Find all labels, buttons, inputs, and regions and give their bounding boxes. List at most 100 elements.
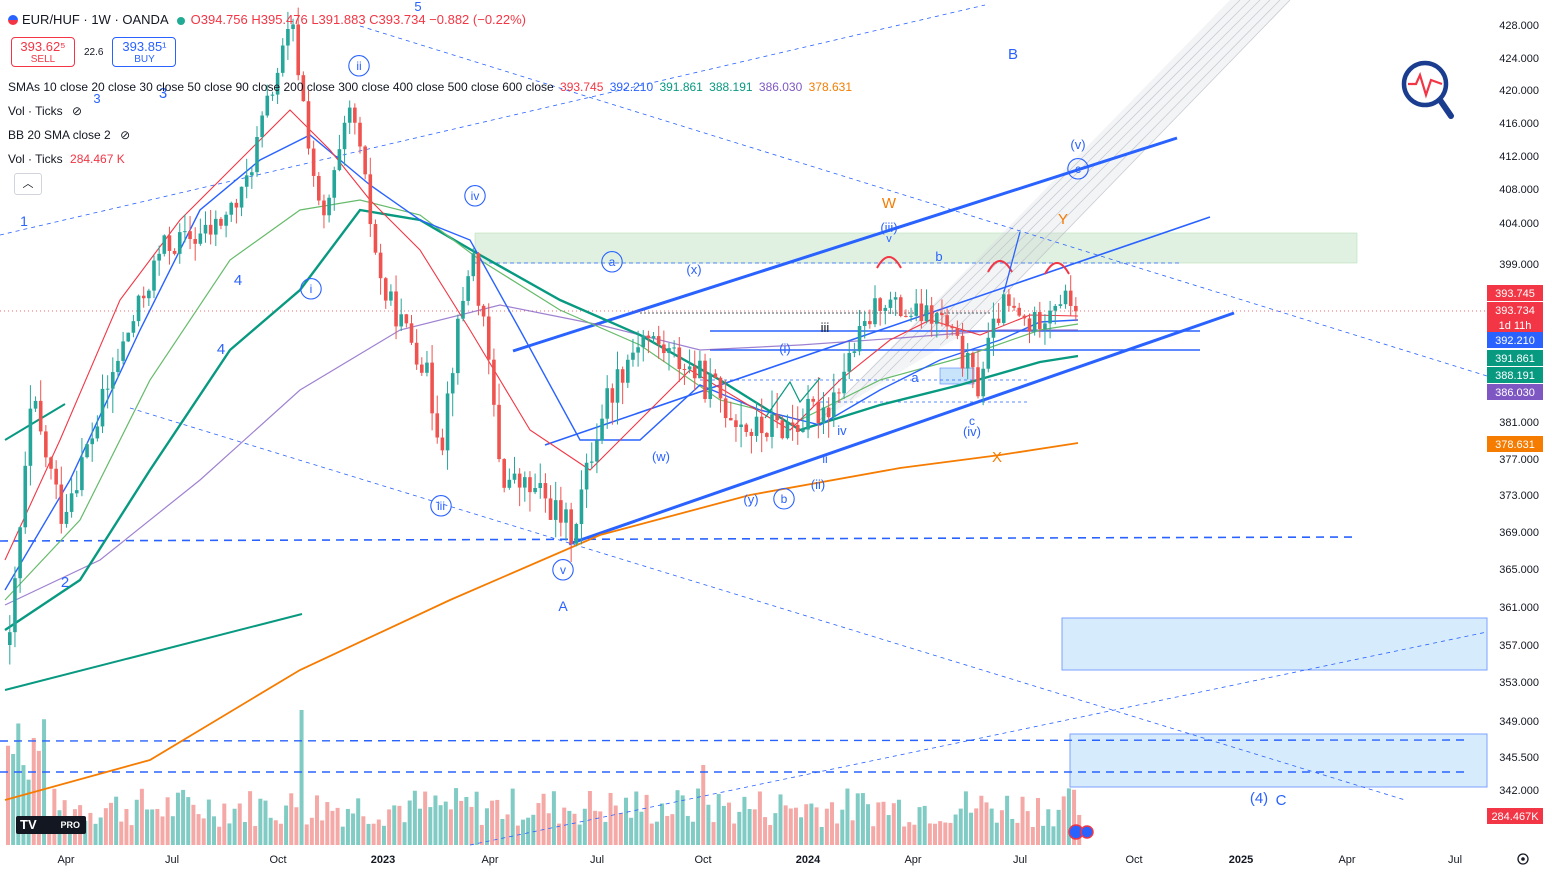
candle-body (214, 218, 218, 235)
candle-body (280, 45, 285, 73)
candle-body (965, 352, 970, 369)
volume-bar (1015, 822, 1020, 845)
candle-body (950, 326, 955, 329)
candle-body (868, 321, 872, 325)
sma-values: 393.745 392.210 391.861 388.191 386.030 … (557, 80, 852, 94)
volume-bar (773, 813, 778, 845)
sma-legend[interactable]: SMAs 10 close 20 close 30 close 50 close… (8, 80, 852, 94)
volume-bar (994, 822, 999, 845)
candle-body (327, 197, 331, 216)
candle-body (888, 299, 893, 308)
candle-body (744, 424, 749, 433)
candle-body (59, 484, 64, 524)
volume-bar (660, 803, 665, 845)
sell-button[interactable]: 393.62⁵ SELL (11, 37, 75, 67)
volume-bar (21, 765, 26, 845)
candle-body (193, 239, 197, 244)
candle-body (533, 487, 537, 493)
volume-bar (639, 811, 644, 845)
volume-bar (201, 818, 206, 845)
candle-body (322, 200, 326, 216)
candle-body (414, 342, 419, 365)
price-tick-label: 369.000 (1499, 527, 1539, 539)
bb-hidden-legend[interactable]: BB 20 SMA close 2 ⊘ (8, 128, 130, 142)
candle-body (425, 362, 429, 373)
candle-body (837, 392, 841, 394)
vol-ticks-hidden-legend[interactable]: Vol · Ticks ⊘ (8, 104, 82, 118)
price-axis-badge-label: 378.631 (1495, 439, 1535, 451)
vol-ticks-label: Vol · Ticks (8, 152, 63, 166)
candle-body (543, 483, 548, 499)
target-zone-lower (1069, 733, 1488, 788)
buy-button[interactable]: 393.85¹ BUY (112, 37, 177, 67)
volume-bar (598, 811, 603, 845)
volume-bar (587, 790, 592, 845)
volume-bar (284, 805, 289, 845)
candle-body (739, 424, 743, 428)
candle-body (708, 373, 712, 400)
vol-ticks-hidden-label: Vol · Ticks (8, 104, 63, 118)
wave-label-circle (773, 488, 795, 510)
volume-bar (649, 823, 654, 845)
volume-bar (757, 791, 762, 845)
candle-body (363, 146, 367, 175)
candle-body (1068, 290, 1073, 306)
candle-body (224, 214, 228, 226)
volume-bar (418, 808, 422, 845)
candle-body (512, 473, 517, 480)
candle-body (584, 462, 589, 490)
tradingview-logo[interactable]: TV PRO (16, 816, 86, 834)
candle-body (507, 479, 512, 488)
volume-bar (155, 808, 160, 845)
price-tick-label: 424.000 (1499, 53, 1539, 65)
lower-dashed-trend (129, 407, 1406, 801)
wave-label-circle (464, 185, 486, 207)
candle-body (116, 360, 120, 373)
wave-label: (i) (779, 341, 791, 356)
candle-body (919, 303, 924, 322)
symbol-label[interactable]: EUR/HUF · 1W · OANDA (22, 12, 169, 27)
eye-crossed-icon[interactable]: ⊘ (120, 128, 131, 142)
volume-bar (170, 816, 175, 845)
candle-body (842, 371, 846, 394)
candle-body (909, 315, 913, 317)
candle-body (600, 418, 604, 441)
volume-bar (129, 825, 134, 845)
candle-body (389, 291, 393, 301)
candle-body (306, 101, 311, 149)
candle-body (759, 416, 764, 434)
volume-bar (716, 793, 721, 845)
volume-bar (351, 813, 356, 845)
volume-bar (88, 812, 93, 845)
time-tick-label: Oct (269, 854, 286, 866)
candle-body (250, 172, 254, 176)
volume-bar (572, 813, 577, 845)
wave-label-circle (300, 278, 322, 300)
volume-bar (907, 822, 912, 845)
triangle-pattern (764, 377, 821, 419)
volume-bar (242, 821, 247, 845)
price-axis-badge-label: 1d 11h (1499, 320, 1532, 332)
volume-bar (850, 820, 855, 845)
price-tick-label: 357.000 (1499, 640, 1539, 652)
vol-ticks-legend[interactable]: Vol · Ticks 284.467 K (8, 152, 125, 166)
candle-body (672, 347, 676, 349)
wave-label: W (882, 195, 897, 212)
candle-body (332, 170, 337, 198)
eye-crossed-icon[interactable]: ⊘ (72, 104, 83, 118)
volume-bar (160, 816, 165, 845)
candle-body (538, 483, 543, 488)
candle-body (90, 438, 94, 445)
wave-label-circle (601, 251, 623, 273)
collapse-legend-button[interactable]: ︿ (14, 173, 42, 195)
volume-bar (93, 823, 98, 845)
volume-bar (814, 807, 819, 845)
volume-bar (902, 826, 907, 845)
volume-bar (196, 814, 201, 845)
candle-body (1053, 305, 1058, 311)
candle-body (404, 314, 409, 324)
sma-value: 378.631 (805, 80, 852, 94)
wave-label: B (1008, 46, 1018, 63)
volume-bar (376, 819, 381, 845)
